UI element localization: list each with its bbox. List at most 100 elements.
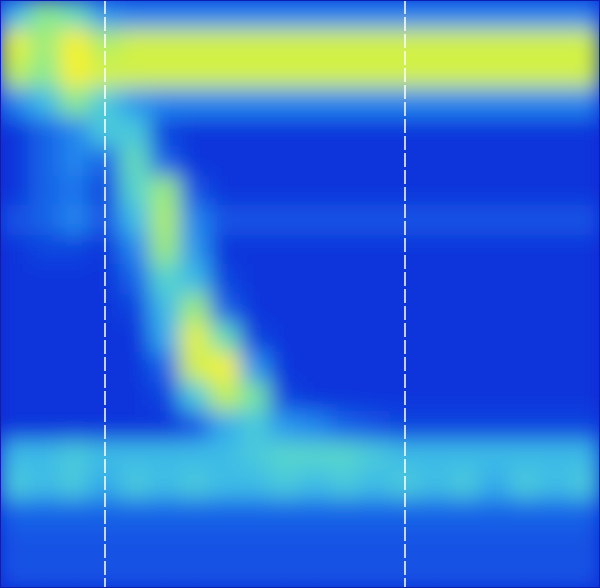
heat-cell (570, 88, 600, 118)
heat-cell (300, 147, 331, 177)
heat-cell (60, 529, 91, 559)
heat-cell (270, 117, 301, 147)
heat-cell (150, 411, 181, 441)
heat-cell (30, 0, 61, 30)
heat-cell (60, 411, 91, 441)
heat-cell (570, 352, 600, 382)
heat-cell (270, 176, 301, 206)
heat-cell (420, 176, 451, 206)
heat-cell (240, 235, 271, 265)
heat-cell (30, 294, 61, 324)
heat-cell (420, 205, 451, 235)
heat-cell (450, 264, 481, 294)
heat-cell (510, 352, 541, 382)
heat-cell (570, 323, 600, 353)
heat-cell (240, 382, 271, 412)
heat-cell (210, 558, 241, 588)
heat-cell (450, 29, 481, 59)
heat-cell (510, 147, 541, 177)
heat-cell (480, 441, 511, 471)
heat-cell (270, 529, 301, 559)
heat-cell (210, 205, 241, 235)
heat-cell (270, 235, 301, 265)
heat-cell (180, 294, 211, 324)
heat-cell (210, 147, 241, 177)
heat-cell (0, 235, 31, 265)
heat-cell (0, 117, 31, 147)
heat-cell (60, 382, 91, 412)
heat-cell (360, 0, 391, 30)
heat-cell (360, 147, 391, 177)
heat-cell (180, 441, 211, 471)
heat-cell (300, 264, 331, 294)
heat-cell (120, 441, 151, 471)
heat-cell (180, 205, 211, 235)
heat-cell (180, 264, 211, 294)
heat-cell (540, 294, 571, 324)
heat-cell (120, 264, 151, 294)
heat-cell (180, 529, 211, 559)
heat-cell (300, 411, 331, 441)
heat-cell (540, 558, 571, 588)
heat-cell (570, 235, 600, 265)
heat-cell (180, 88, 211, 118)
heat-cell (480, 294, 511, 324)
heat-cell (300, 529, 331, 559)
heat-cell (0, 29, 31, 59)
heat-cell (30, 235, 61, 265)
heat-cell (300, 205, 331, 235)
heat-cell (0, 558, 31, 588)
heat-cell (480, 117, 511, 147)
heat-cell (570, 499, 600, 529)
heat-cell (150, 352, 181, 382)
heat-cell (240, 323, 271, 353)
heat-cell (450, 323, 481, 353)
heat-cell (210, 470, 241, 500)
heat-cell (0, 176, 31, 206)
heat-cell (330, 0, 361, 30)
heat-cell (420, 352, 451, 382)
heat-cell (150, 499, 181, 529)
heat-cell (360, 411, 391, 441)
heat-cell (540, 529, 571, 559)
heat-cell (30, 147, 61, 177)
heat-cell (360, 499, 391, 529)
heat-cell (510, 499, 541, 529)
heat-cell (240, 558, 271, 588)
heat-cell (240, 499, 271, 529)
heat-cell (570, 58, 600, 88)
heat-cell (30, 470, 61, 500)
heat-cell (150, 29, 181, 59)
heat-cell (570, 382, 600, 412)
heat-cell (450, 352, 481, 382)
heat-cell (330, 323, 361, 353)
heat-cell (270, 58, 301, 88)
heat-cell (510, 88, 541, 118)
heat-cell (180, 235, 211, 265)
heat-cell (0, 58, 31, 88)
heat-cell (0, 147, 31, 177)
heat-cell (480, 147, 511, 177)
heat-cell (180, 176, 211, 206)
heat-cell (270, 294, 301, 324)
heat-cell (540, 176, 571, 206)
heat-cell (270, 29, 301, 59)
heat-cell (540, 264, 571, 294)
heat-cell (0, 499, 31, 529)
heat-cell (120, 205, 151, 235)
heat-cell (480, 235, 511, 265)
heat-cell (540, 117, 571, 147)
heat-cell (180, 147, 211, 177)
heat-cell (360, 352, 391, 382)
heat-cell (240, 176, 271, 206)
heat-cell (210, 529, 241, 559)
heat-cell (510, 411, 541, 441)
heat-cell (60, 117, 91, 147)
heat-cell (330, 558, 361, 588)
heat-cell (570, 441, 600, 471)
heat-cell (210, 294, 241, 324)
marker-line (104, 0, 106, 588)
heat-cell (480, 470, 511, 500)
heat-cell (60, 147, 91, 177)
heat-cell (420, 29, 451, 59)
